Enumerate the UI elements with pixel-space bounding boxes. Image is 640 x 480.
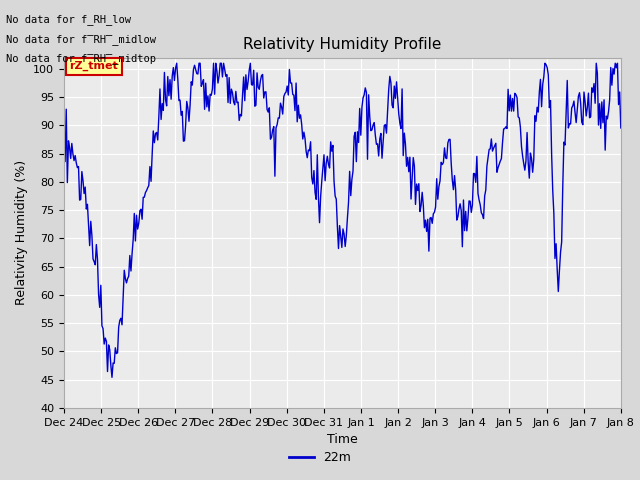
Text: No data for f̅RH̅_midlow: No data for f̅RH̅_midlow xyxy=(6,34,156,45)
Text: rZ_tmet: rZ_tmet xyxy=(70,61,118,71)
Title: Relativity Humidity Profile: Relativity Humidity Profile xyxy=(243,37,442,52)
Text: No data for f̅RH̅_midtop: No data for f̅RH̅_midtop xyxy=(6,53,156,64)
X-axis label: Time: Time xyxy=(327,433,358,446)
Y-axis label: Relativity Humidity (%): Relativity Humidity (%) xyxy=(15,160,28,305)
Text: No data for f_RH_low: No data for f_RH_low xyxy=(6,14,131,25)
Legend: 22m: 22m xyxy=(284,446,356,469)
